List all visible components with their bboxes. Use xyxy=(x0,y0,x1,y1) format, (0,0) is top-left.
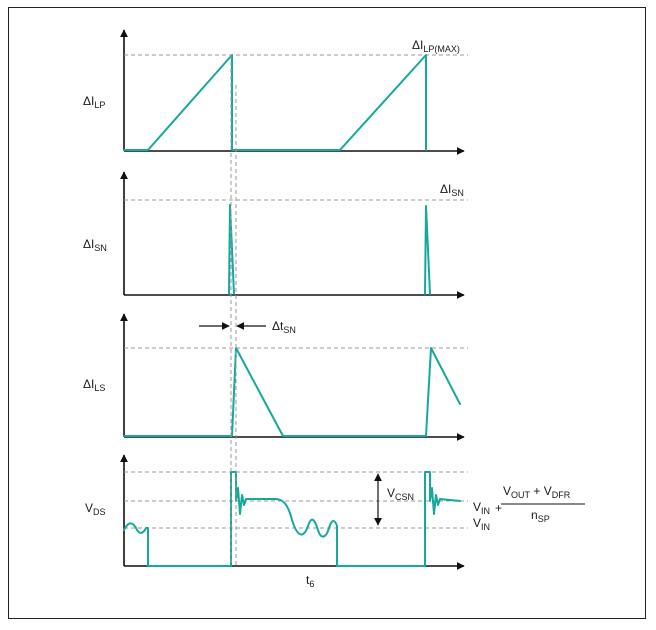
figure-frame xyxy=(8,7,646,619)
formula-numerator: VOUT + VDFR xyxy=(503,484,571,500)
time-label-t6: t6 xyxy=(306,573,314,589)
vds-waveform xyxy=(123,471,461,567)
isn-pulse-2 xyxy=(424,205,431,295)
panel-vds: VDS VCSN VIN + VOUT + VDFR nSP VIN t6 xyxy=(85,454,585,589)
panel-ilp: ΔILP ΔILP(MAX) xyxy=(83,29,468,155)
tsn-label: ΔtSN xyxy=(272,319,296,335)
ils-waveform xyxy=(123,347,461,437)
ilp-max-label: ΔILP(MAX) xyxy=(412,38,460,54)
panel-ils: ΔtSN ΔILS xyxy=(83,313,468,441)
formula-denominator: nSP xyxy=(531,508,550,524)
isn-peak-label: ΔISN xyxy=(440,182,464,198)
vin-label: VIN xyxy=(473,516,490,532)
vcsn-label: VCSN xyxy=(387,486,414,502)
ilp-y-label: ΔILP xyxy=(83,94,105,110)
formula-vin: VIN xyxy=(473,500,490,516)
isn-pulse-1 xyxy=(228,204,235,295)
formula-plus: + xyxy=(495,501,502,515)
ilp-waveform xyxy=(123,54,427,151)
panel-isn: ΔISN ΔISN xyxy=(83,171,468,299)
vds-y-label: VDS xyxy=(85,501,106,517)
isn-y-label: ΔISN xyxy=(83,237,107,253)
ils-y-label: ΔILS xyxy=(83,377,105,393)
